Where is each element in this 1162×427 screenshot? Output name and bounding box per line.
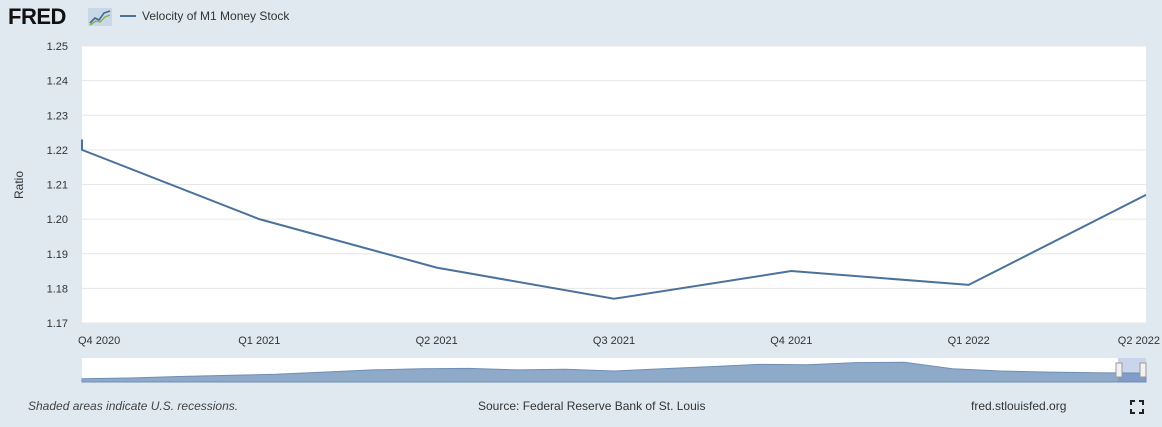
line-chart[interactable]: 1.17 1.18 1.19 1.20 1.21 1.22 1.23 1.24 1.25 Rat… xyxy=(0,40,1162,390)
y-axis-ticks: 1.17 1.18 1.19 1.20 1.21 1.22 1.23 1.24 1.25 xyxy=(47,41,68,330)
x-axis-ticks: Q4 2020 Q1 2021 Q2 2021 Q3 2021 Q4 2021 Q1 20… xyxy=(78,335,1160,347)
x-tick-label: Q1 2022 xyxy=(948,335,990,347)
legend-label: Velocity of M1 Money Stock xyxy=(142,9,290,23)
x-tick-label: Q4 2021 xyxy=(770,335,812,347)
x-tick-label: Q2 2022 xyxy=(1118,335,1160,347)
fullscreen-icon[interactable] xyxy=(1130,400,1144,414)
site-link[interactable]: fred.stlouisfed.org xyxy=(971,399,1067,413)
y-tick-label: 1.18 xyxy=(47,283,68,295)
y-tick-label: 1.19 xyxy=(47,249,68,261)
recession-note: Shaded areas indicate U.S. recessions. xyxy=(28,399,239,413)
navigator-left-handle[interactable] xyxy=(1115,362,1123,378)
x-tick-label: Q1 2021 xyxy=(238,335,280,347)
series-line-velocity-m1[interactable] xyxy=(81,139,1147,300)
source-text: Source: Federal Reserve Bank of St. Loui… xyxy=(478,399,706,413)
fred-graph-icon xyxy=(88,8,112,26)
gridlines xyxy=(82,45,1146,324)
navigator-area xyxy=(81,361,1147,383)
y-tick-label: 1.24 xyxy=(47,76,68,88)
y-tick-label: 1.22 xyxy=(47,145,68,157)
chart-header: FRED Velocity of M1 Money Stock xyxy=(0,0,1162,38)
y-tick-label: 1.21 xyxy=(47,180,68,192)
y-tick-label: 1.17 xyxy=(47,318,68,330)
navigator-right-handle[interactable] xyxy=(1139,362,1147,378)
x-tick-label: Q4 2020 xyxy=(78,335,120,347)
x-tick-label: Q3 2021 xyxy=(593,335,635,347)
y-tick-label: 1.25 xyxy=(47,41,68,53)
x-tick-label: Q2 2021 xyxy=(416,335,458,347)
legend[interactable]: Velocity of M1 Money Stock xyxy=(120,9,289,23)
legend-line-swatch xyxy=(120,15,136,17)
range-navigator[interactable] xyxy=(81,358,1147,383)
y-tick-label: 1.20 xyxy=(47,214,68,226)
y-tick-label: 1.23 xyxy=(47,110,68,122)
y-axis-label: Ratio xyxy=(12,171,26,199)
fred-logo[interactable]: FRED xyxy=(8,4,66,29)
